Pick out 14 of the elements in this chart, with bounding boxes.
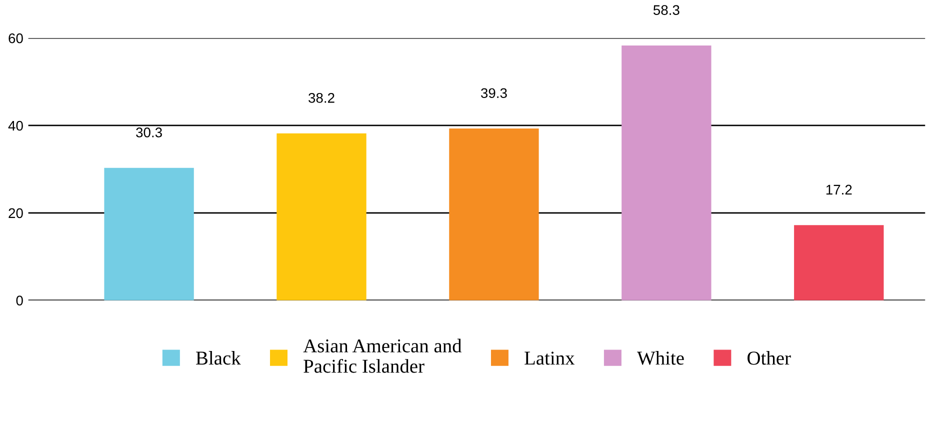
legend-label: Black <box>196 351 241 365</box>
y-tick-label: 20 <box>8 208 23 218</box>
data-label: 39.3 <box>480 88 507 98</box>
legend-label: White <box>637 351 684 365</box>
legend-label: Latinx <box>524 352 575 365</box>
data-label: 30.3 <box>136 128 162 138</box>
y-tick-label: 40 <box>8 120 23 131</box>
data-label: 38.2 <box>308 93 334 103</box>
legend-label: Asian American and Pacific Islander <box>303 338 462 373</box>
y-tick-label: 0 <box>16 296 23 306</box>
y-tick-label: 60 <box>8 33 23 44</box>
legend-label: Other <box>748 351 791 365</box>
data-label: 17.2 <box>826 184 852 194</box>
data-label: 58.3 <box>653 5 680 15</box>
